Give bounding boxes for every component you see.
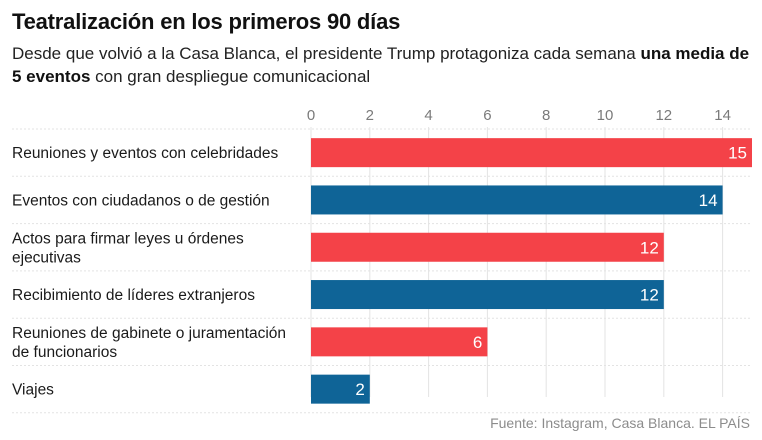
x-tick-label: 8 (542, 107, 550, 124)
category-label: Actos para firmar leyes u órdenes (12, 230, 244, 247)
bar (311, 327, 488, 357)
data-label: 2 (355, 380, 364, 399)
category-label: de funcionarios (12, 344, 117, 361)
x-tick-label: 12 (655, 107, 672, 124)
bar (311, 232, 664, 262)
data-label: 12 (640, 286, 659, 305)
category-label: Reuniones de gabinete o juramentación (12, 325, 286, 342)
category-label: ejecutivas (12, 249, 81, 266)
subtitle-text-1: Desde que volvió a la Casa Blanca, el pr… (12, 44, 641, 63)
category-label: Recibimiento de líderes extranjeros (12, 287, 255, 304)
data-label: 12 (640, 238, 659, 257)
bar (311, 185, 723, 215)
chart-subtitle: Desde que volvió a la Casa Blanca, el pr… (12, 42, 752, 88)
bar (311, 374, 370, 404)
x-tick-label: 2 (366, 107, 374, 124)
x-tick-label: 14 (714, 107, 731, 124)
data-label: 14 (699, 191, 718, 210)
chart-title: Teatralización en los primeros 90 días (12, 9, 401, 34)
source-credit: Fuente: Instagram, Casa Blanca. EL PAÍS (490, 415, 750, 431)
x-tick-label: 10 (597, 107, 614, 124)
bar (311, 138, 752, 168)
category-label: Reuniones y eventos con celebridades (12, 145, 279, 162)
data-label: 6 (473, 333, 482, 352)
x-tick-label: 6 (483, 107, 491, 124)
subtitle-highlight: una media de 5 eventos (12, 44, 750, 86)
x-tick-label: 4 (424, 107, 432, 124)
data-label: 15 (728, 144, 747, 163)
subtitle-text-2: con gran despliegue comunicacional (90, 67, 371, 86)
category-label: Viajes (12, 382, 54, 399)
x-tick-label: 0 (307, 107, 315, 124)
bar (311, 280, 664, 310)
category-label: Eventos con ciudadanos o de gestión (12, 192, 270, 209)
